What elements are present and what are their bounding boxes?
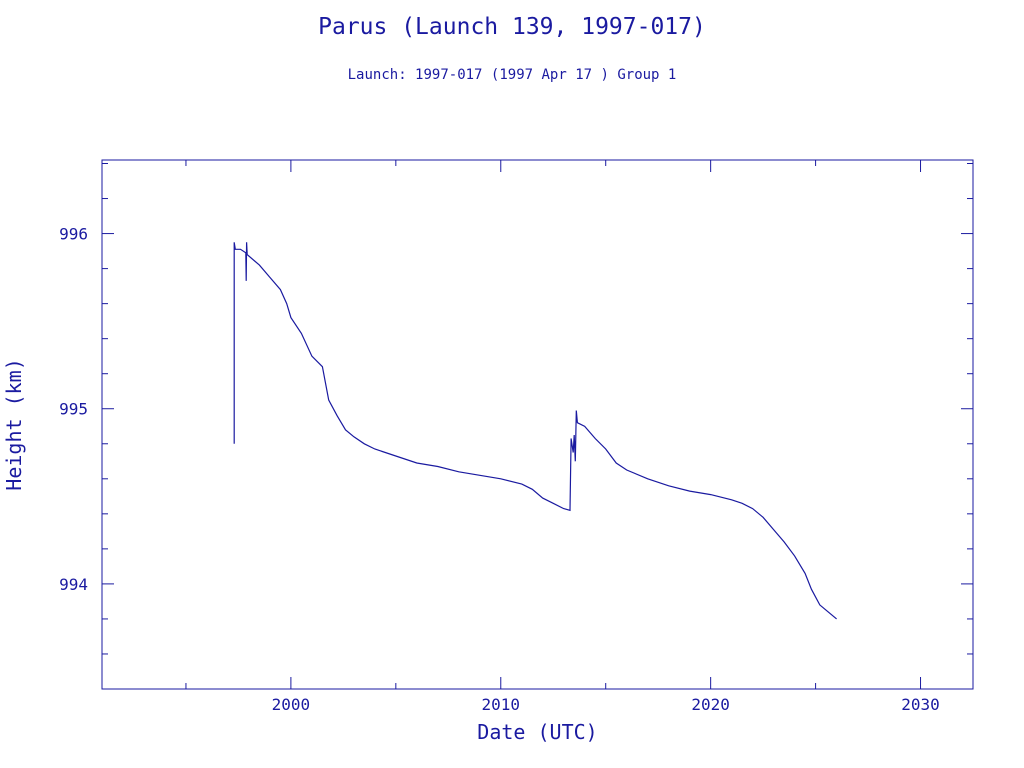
plot-frame <box>101 159 974 690</box>
x-tick-label: 2020 <box>691 695 730 714</box>
x-tick-label: 2000 <box>272 695 311 714</box>
y-tick-label: 996 <box>59 225 88 244</box>
height-series-line <box>233 242 837 620</box>
chart-title: Parus (Launch 139, 1997-017) <box>318 14 706 40</box>
x-axis-label: Date (UTC) <box>477 720 597 744</box>
axis-ticks <box>102 160 973 690</box>
x-tick-label: 2030 <box>901 695 940 714</box>
x-tick-label: 2010 <box>482 695 521 714</box>
chart-subtitle: Launch: 1997-017 (1997 Apr 17 ) Group 1 <box>347 67 677 83</box>
y-axis-label: Height (km) <box>2 358 26 490</box>
axis-tick-labels: 2000 2010 2020 2030 994 995 996 <box>59 225 940 714</box>
y-tick-label: 995 <box>59 400 88 419</box>
y-tick-label: 994 <box>59 575 88 594</box>
